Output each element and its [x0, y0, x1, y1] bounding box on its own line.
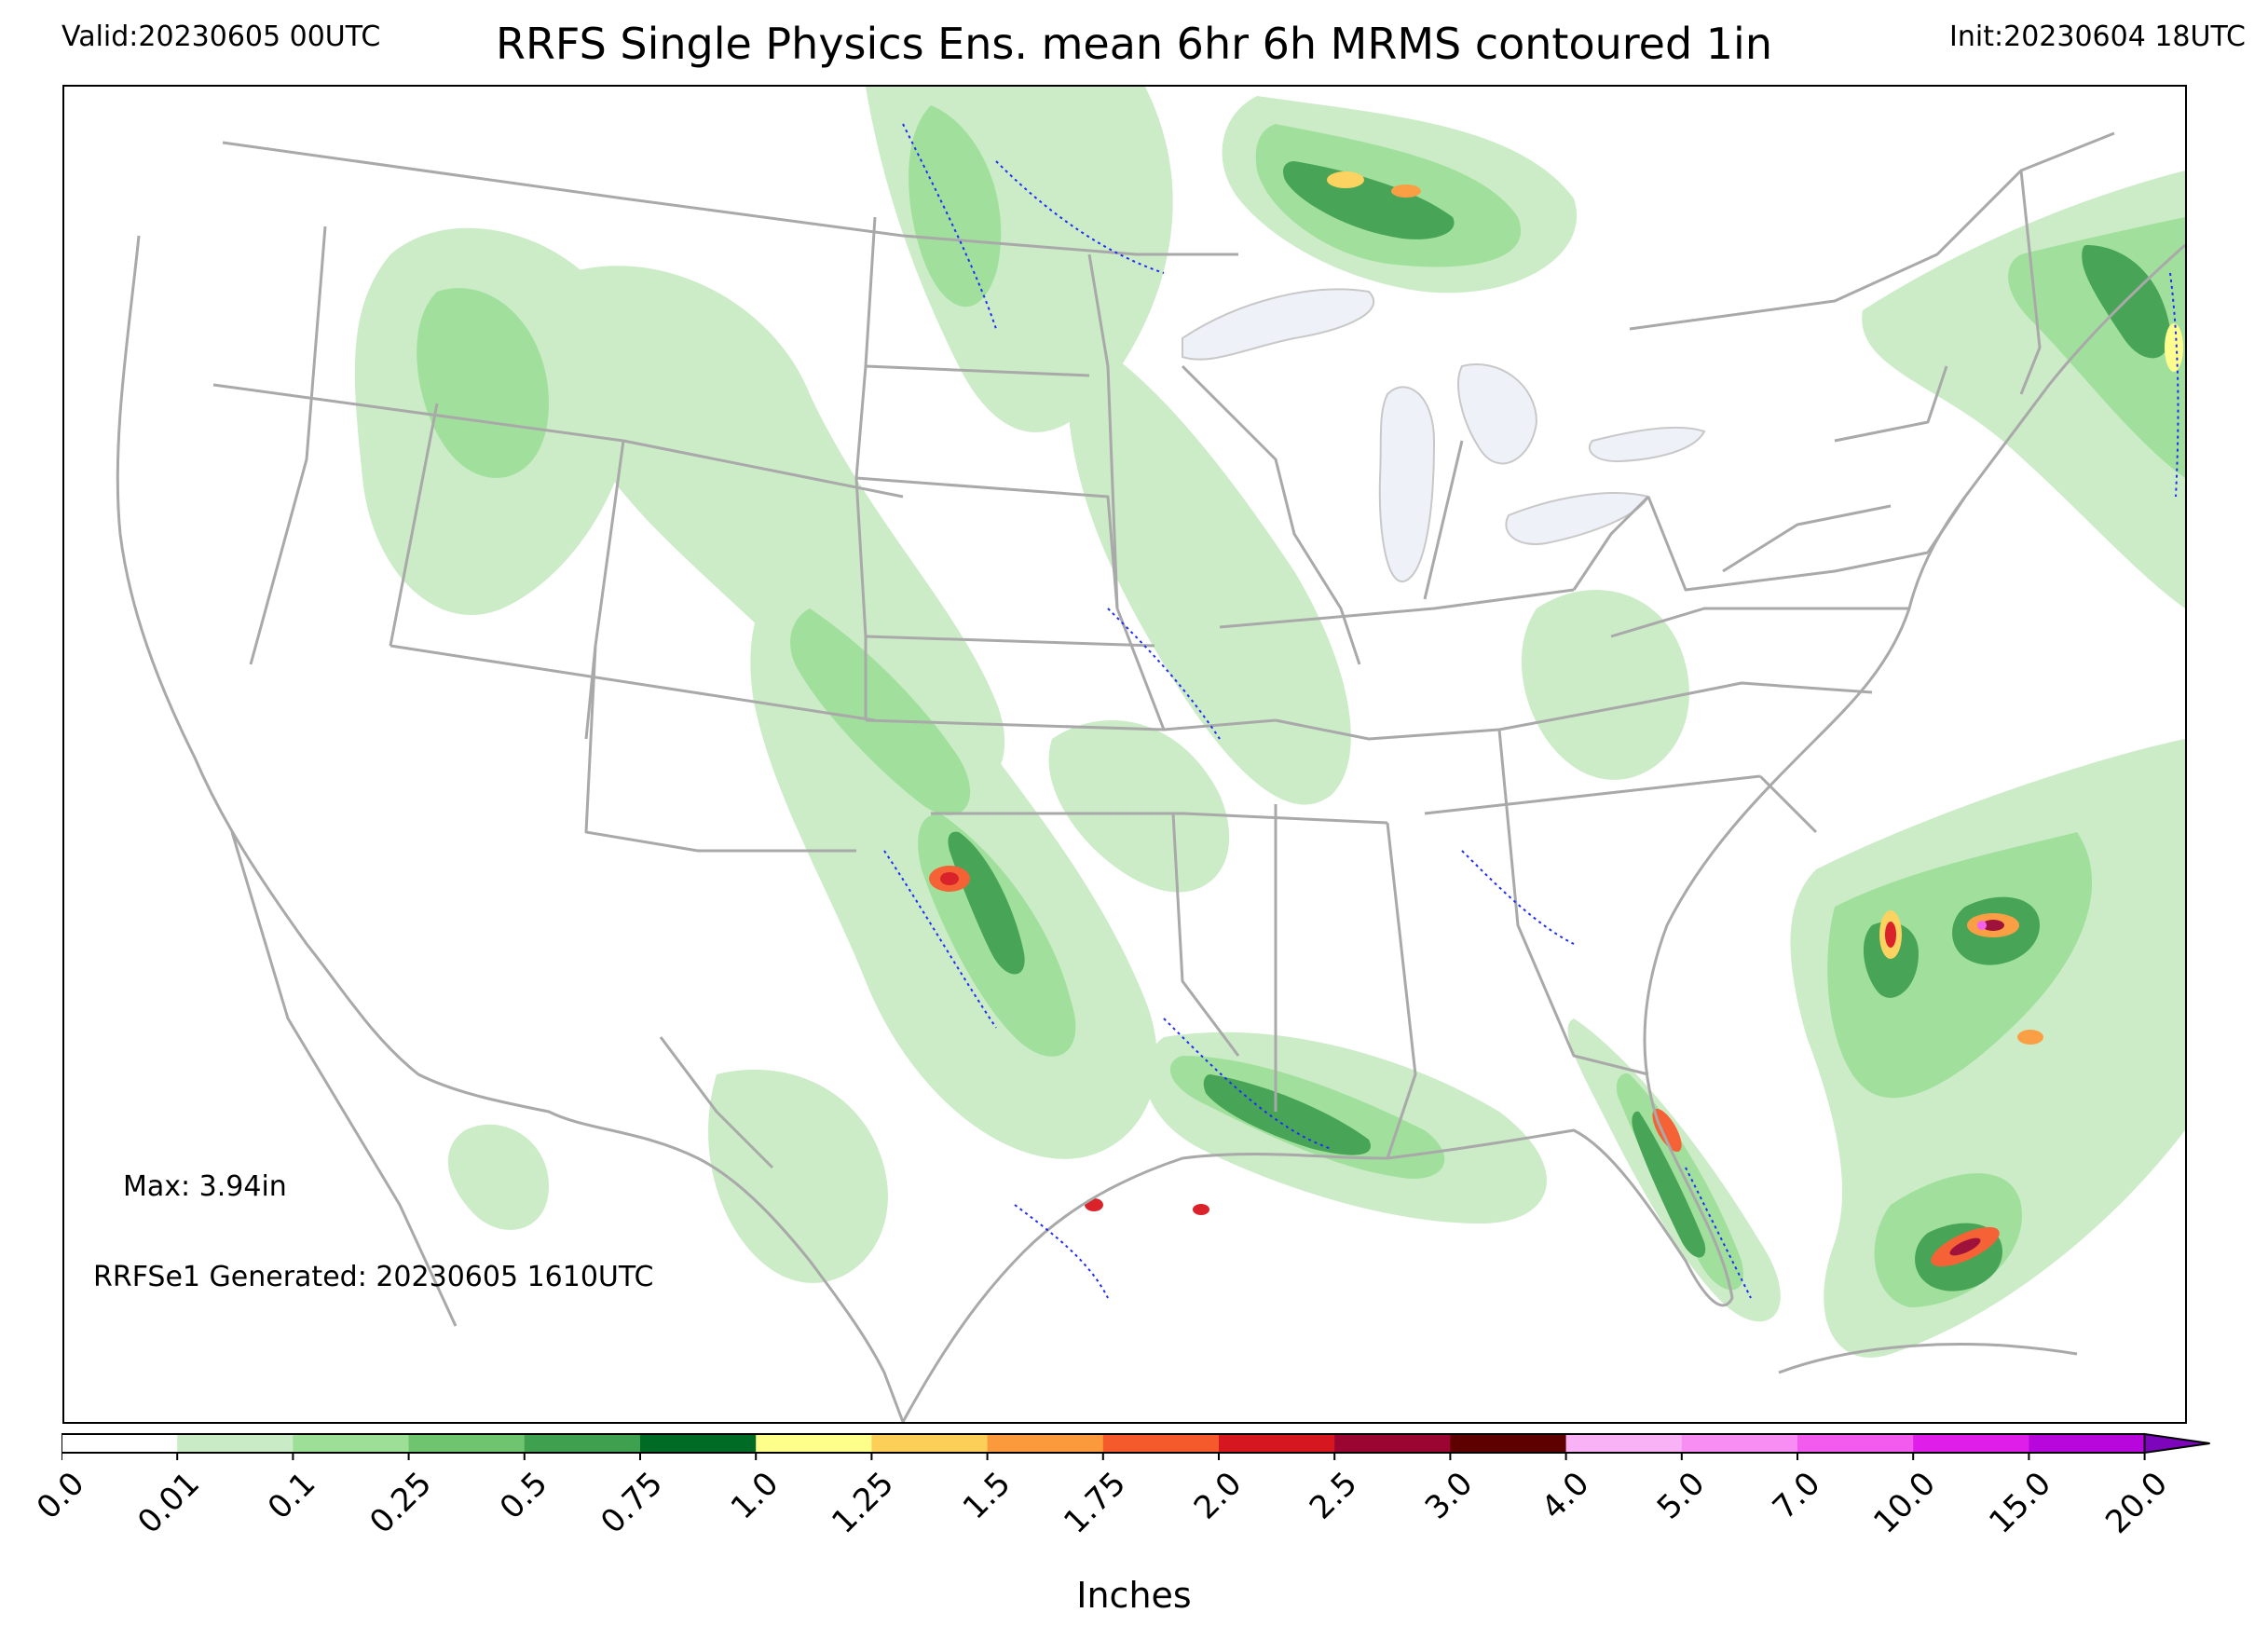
- state-borders: [116, 131, 2185, 1422]
- colorbar-box-2: [293, 1434, 410, 1453]
- colorbar-tick-label: 20.0: [2097, 1465, 2175, 1541]
- colorbar-label: Inches: [1076, 1575, 1192, 1616]
- mrms-contours: [883, 123, 2179, 1299]
- generated-label: RRFSe1 Generated: 20230605 1610UTC: [93, 1261, 654, 1293]
- colorbar-box-7: [871, 1434, 989, 1453]
- colorbar-tick-label: 0.0: [29, 1465, 92, 1527]
- colorbar-tick-label: 10.0: [1866, 1465, 1944, 1541]
- colorbar-tick-label: 1.5: [955, 1465, 1018, 1527]
- colorbar-tick-label: 2.5: [1303, 1465, 1365, 1527]
- colorbar-tick-label: 0.75: [594, 1465, 670, 1541]
- colorbar-tick-label: 2.0: [1186, 1465, 1250, 1527]
- colorbar-box-14: [1681, 1434, 1798, 1453]
- colorbar-tick-label: 3.0: [1418, 1465, 1481, 1527]
- colorbar-box-16: [1913, 1434, 2029, 1453]
- colorbar-tick-label: 1.25: [825, 1465, 902, 1541]
- precip-map[interactable]: Max: 3.94in RRFSe1 Generated: 20230605 1…: [62, 85, 2187, 1424]
- colorbar-box-4: [524, 1434, 641, 1453]
- map-title: RRFS Single Physics Ens. mean 6hr 6h MRM…: [496, 19, 1772, 69]
- colorbar-box-15: [1797, 1434, 1914, 1453]
- colorbar-box-8: [987, 1434, 1104, 1453]
- colorbar-box-1: [177, 1434, 294, 1453]
- colorbar-box-6: [756, 1434, 872, 1453]
- colorbar-tick-label: 0.01: [130, 1465, 208, 1541]
- colorbar-box-13: [1565, 1434, 1683, 1453]
- colorbar-box-10: [1219, 1434, 1335, 1453]
- colorbar-boxes: [61, 1432, 2210, 1460]
- colorbar-tick-label: 0.25: [362, 1465, 439, 1541]
- colorbar-box-11: [1334, 1434, 1451, 1453]
- colorbar-box-5: [640, 1434, 757, 1453]
- colorbar-box-17: [2029, 1434, 2146, 1453]
- colorbar-tick-label: 1.75: [1056, 1465, 1133, 1541]
- colorbar-tick-label: 7.0: [1765, 1465, 1828, 1527]
- colorbar-box-0: [61, 1434, 178, 1453]
- map-canvas: [116, 87, 2185, 1422]
- colorbar-box-9: [1102, 1434, 1220, 1453]
- init-time: Init:20230604 18UTC: [1949, 20, 2246, 53]
- colorbar-box-3: [408, 1434, 526, 1453]
- max-label: Max: 3.94in: [123, 1170, 287, 1203]
- colorbar-tick-label: 0.5: [492, 1465, 555, 1527]
- valid-time: Valid:20230605 00UTC: [61, 20, 381, 53]
- colorbar-extend-arrow: [2143, 1432, 2210, 1455]
- colorbar-tick-label: 5.0: [1649, 1465, 1713, 1527]
- colorbar-tick-label: 1.0: [724, 1465, 786, 1527]
- great-lakes: [1182, 288, 1706, 583]
- colorbar-tick-label: 0.1: [261, 1465, 323, 1527]
- colorbar-box-12: [1450, 1434, 1567, 1453]
- colorbar-tick-label: 4.0: [1534, 1465, 1596, 1527]
- colorbar-tick-label: 15.0: [1982, 1465, 2059, 1541]
- colorbar: [61, 1425, 2214, 1466]
